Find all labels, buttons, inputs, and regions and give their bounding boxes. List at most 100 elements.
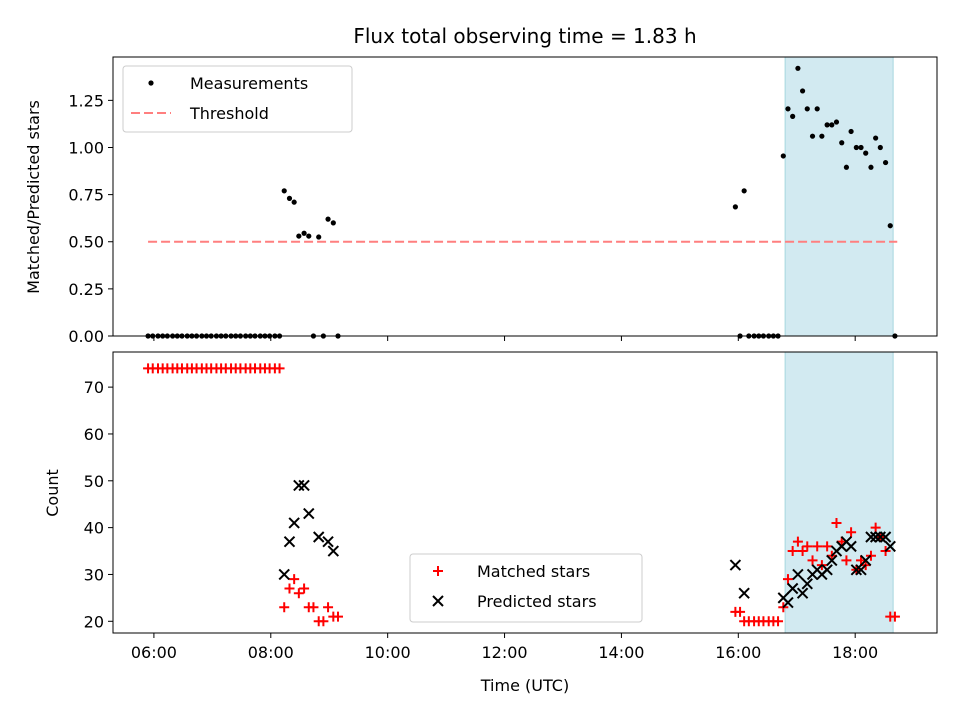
predicted-stars-point: [845, 540, 857, 553]
measurement-point: [732, 204, 738, 210]
matched-stars-point: [332, 611, 343, 622]
matched-stars-point: [735, 606, 746, 617]
predicted-stars-point: [782, 596, 794, 609]
measurement-point: [316, 234, 322, 240]
matched-stars-point: [792, 536, 803, 547]
measurement-point: [887, 223, 893, 229]
measurement-point: [790, 113, 796, 119]
predicted-stars-point: [865, 531, 877, 543]
matched-stars-point: [889, 611, 900, 622]
bottom-legend-label: Matched stars: [477, 562, 590, 581]
predicted-stars-point: [322, 535, 334, 548]
bottom-x-tick-label: 12:00: [481, 643, 527, 662]
measurement-point: [839, 140, 845, 146]
measurement-point: [833, 119, 840, 125]
predicted-stars-point: [792, 568, 804, 581]
matched-stars-point: [822, 541, 833, 552]
matched-stars-point: [308, 602, 319, 613]
bottom-x-tick-label: 16:00: [715, 643, 761, 662]
predicted-stars-point: [729, 559, 742, 571]
chart-title: Flux total observing time = 1.83 h: [353, 24, 696, 48]
measurement-point: [785, 106, 791, 112]
count-panel: 20 30 40 50 60 70 06:00 08:00 10:00 12:00 14:00 16:…: [84, 351, 938, 662]
matched-stars-point: [846, 527, 857, 538]
matched-stars-point: [773, 616, 784, 627]
bottom-x-tick-label: 08:00: [248, 643, 294, 662]
matched-stars-point: [797, 546, 808, 557]
top-y-tick-label: 0.50: [68, 233, 104, 252]
predicted-stars-point: [288, 517, 300, 529]
predicted-stars-point: [283, 535, 296, 548]
predicted-stars-point: [303, 507, 315, 520]
measurement-point: [286, 195, 293, 201]
measurement-point: [882, 159, 889, 166]
measurement-point: [306, 233, 312, 239]
matched-stars-point: [812, 541, 823, 552]
top-y-tick-label: 0.25: [68, 280, 104, 299]
matched-stars-point: [318, 616, 329, 627]
measurement-point: [858, 144, 864, 151]
measurement-point: [853, 144, 859, 151]
bottom-y-tick-label: 60: [84, 425, 104, 444]
legend-matched-swatch: [433, 566, 443, 576]
top-axes-frame: [112, 56, 938, 337]
measurement-point: [804, 106, 810, 112]
measurement-point: [795, 65, 801, 71]
x-axis-label: Time (UTC): [480, 676, 569, 695]
measurement-point: [809, 133, 816, 139]
bottom-y-tick-label: 50: [84, 472, 104, 491]
predicted-stars-point: [327, 545, 340, 557]
matched-stars-point: [841, 555, 852, 566]
top-y-tick-label: 1.25: [68, 91, 104, 110]
measurement-point: [330, 220, 336, 226]
bottom-y-tick-label: 40: [84, 519, 104, 538]
measurement-point: [325, 216, 331, 222]
predicted-stars-point: [786, 582, 799, 595]
measurement-point: [291, 199, 297, 205]
matched-stars-point: [787, 546, 798, 557]
measurement-point: [843, 164, 850, 170]
measurement-point: [868, 164, 874, 170]
predicted-stars-point: [850, 564, 863, 576]
top-y-axis-label: Matched/Predicted stars: [24, 100, 43, 294]
top-legend-box: [122, 65, 353, 133]
matched-stars-point: [289, 574, 300, 585]
predicted-stars-point: [738, 587, 750, 599]
bottom-y-tick-label: 20: [84, 612, 104, 631]
predicted-stars-point: [879, 531, 892, 543]
predicted-stars-point: [869, 531, 882, 543]
top-legend-label: Threshold: [189, 104, 269, 123]
bottom-shaded-interval: [784, 351, 894, 634]
measurement-point: [281, 188, 287, 194]
top-y-tick-label: 1.00: [68, 138, 104, 157]
predicted-stars-point: [298, 479, 310, 492]
matched-stars-point: [802, 541, 813, 552]
matched-stars-point: [274, 363, 285, 374]
measurement-point: [814, 106, 820, 112]
measurement-point: [873, 135, 879, 141]
bottom-series-predicted-stars: [278, 479, 896, 609]
matched-stars-point: [293, 588, 304, 599]
measurement-point: [780, 153, 786, 159]
measurement-point: [829, 122, 835, 128]
bottom-x-tick-label: 06:00: [131, 643, 177, 662]
bottom-axes-frame: [112, 351, 938, 634]
bottom-x-tick-label: 14:00: [598, 643, 644, 662]
predicted-stars-point: [859, 554, 872, 567]
bottom-x-tick-label: 10:00: [365, 643, 411, 662]
matched-stars-point: [323, 602, 334, 613]
bottom-y-tick-label: 30: [84, 565, 104, 584]
measurement-point: [819, 133, 825, 139]
predicted-stars-point: [796, 587, 809, 599]
measurement-point: [741, 188, 747, 194]
predicted-stars-point: [278, 568, 290, 581]
top-y-tick-label: 0.00: [68, 327, 104, 346]
measurement-point: [301, 230, 307, 236]
legend-predicted-swatch: [432, 595, 444, 607]
bottom-legend-box: [409, 553, 643, 623]
measurement-point: [848, 128, 854, 135]
matched-stars-point: [299, 583, 310, 594]
measurement-point: [824, 122, 830, 128]
measurement-point: [296, 233, 302, 239]
